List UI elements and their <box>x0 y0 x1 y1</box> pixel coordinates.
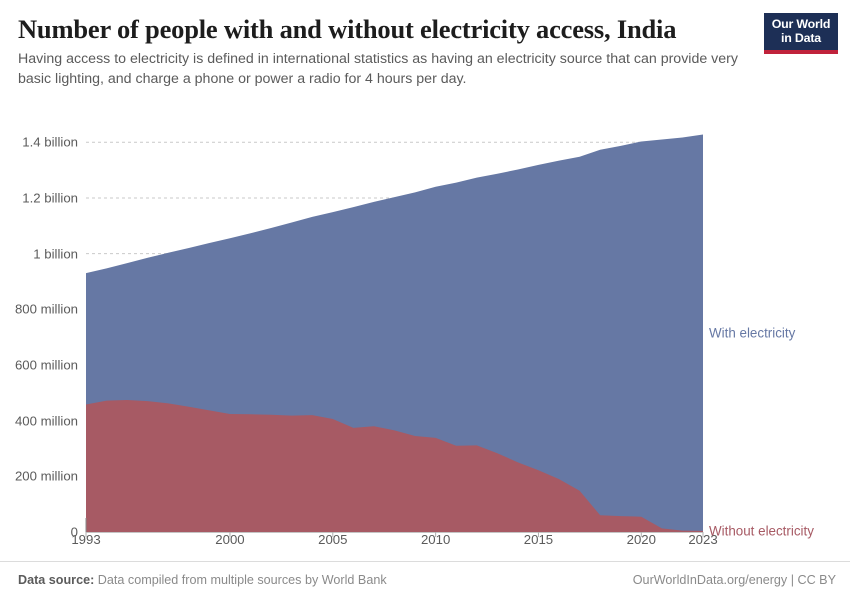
y-axis-label: 1.2 billion <box>22 190 78 206</box>
area-series-group <box>86 134 703 533</box>
data-source-value: Data compiled from multiple sources by W… <box>94 573 387 587</box>
y-axis-label: 1 billion <box>33 246 78 262</box>
stacked-area-chart-svg <box>85 134 704 537</box>
our-world-in-data-logo[interactable]: Our World in Data <box>764 13 838 55</box>
attribution-link[interactable]: OurWorldInData.org/energy | CC BY <box>632 573 836 587</box>
y-axis-label: 200 million <box>14 468 78 484</box>
x-axis-label: 1993 <box>71 532 101 547</box>
x-axis-label: 2023 <box>688 532 718 547</box>
logo-line-2: in Data <box>781 30 821 45</box>
y-axis-label: 400 million <box>14 413 78 429</box>
y-axis-label: 0 <box>70 524 78 540</box>
series-label-with-electricity[interactable]: With electricity <box>709 325 796 341</box>
x-axis-label: 2015 <box>523 532 554 547</box>
data-source-text: Data source: Data compiled from multiple… <box>18 573 387 587</box>
chart-footer: Data source: Data compiled from multiple… <box>0 561 850 600</box>
chart-header: Number of people with and without electr… <box>18 14 758 89</box>
y-axis-label: 800 million <box>14 301 78 317</box>
data-source-label: Data source: <box>18 573 95 587</box>
x-axis-label: 2010 <box>420 532 451 547</box>
x-axis-label: 2000 <box>215 532 245 547</box>
chart-subtitle: Having access to electricity is defined … <box>18 51 738 87</box>
y-axis-label: 600 million <box>14 357 78 373</box>
x-axis-ticks <box>85 532 704 537</box>
logo-line-1: Our World <box>771 17 831 31</box>
chart-plot-area[interactable]: 0 200 million 400 million 600 million 800 mi… <box>0 100 850 555</box>
x-axis-label: 2020 <box>626 532 656 547</box>
y-axis-label: 1.4 billion <box>22 134 78 150</box>
area-series-without-electricity[interactable] <box>86 400 703 532</box>
x-axis-label: 2005 <box>318 532 348 547</box>
page-title: Number of people with and without electr… <box>18 14 677 44</box>
series-label-without-electricity[interactable]: Without electricity <box>709 523 814 539</box>
